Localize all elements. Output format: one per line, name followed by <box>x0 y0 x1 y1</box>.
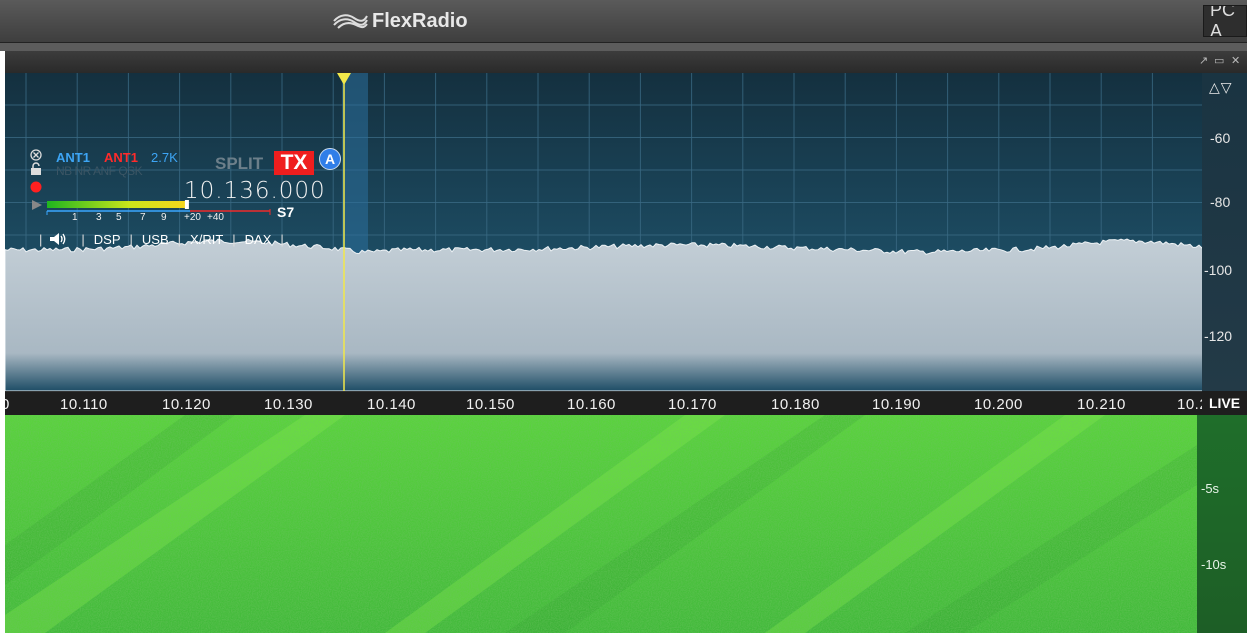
record-icon[interactable] <box>30 181 42 193</box>
brand-name: FlexRadio <box>372 9 468 32</box>
dbm-label: -120 <box>1204 328 1233 344</box>
frequency-label: 10.2 <box>1177 396 1202 413</box>
frequency-scale[interactable]: 0 10.110 10.120 10.130 10.140 10.150 10.160 10.… <box>5 391 1202 416</box>
frequency-label: 10.200 <box>974 396 1023 413</box>
scale-up-icon[interactable]: △ <box>1209 79 1221 95</box>
frequency-label: 0 <box>5 396 10 413</box>
frequency-label: 10.110 <box>60 396 108 413</box>
frequency-label: 10.210 <box>1077 396 1126 413</box>
slice-flag: ANT1 ANT1 2.7K NB NR ANF QSK SPLIT TX A … <box>29 146 345 256</box>
time-label: -10s <box>1201 557 1227 572</box>
speaker-icon[interactable] <box>49 232 69 246</box>
title-bar: FlexRadio PC A <box>0 0 1247 43</box>
tx-badge[interactable]: TX <box>274 151 314 175</box>
s-meter-tick-label: 7 <box>140 212 146 223</box>
close-icon[interactable]: ✕ <box>1231 55 1241 67</box>
dbm-label: -80 <box>1210 194 1231 210</box>
tab-dsp[interactable]: DSP <box>93 231 121 247</box>
pc-label: PC A <box>1210 5 1236 37</box>
scale-down-icon[interactable]: ▽ <box>1220 79 1233 95</box>
s-meter-tick-label: +40 <box>207 212 224 223</box>
slice-marker-flag[interactable] <box>337 73 351 85</box>
panadapter-display <box>5 73 1247 391</box>
tab-xrit[interactable]: X/RIT <box>190 231 224 247</box>
dbm-label: -60 <box>1210 130 1231 146</box>
pc-audio-button[interactable]: PC A <box>1203 5 1247 37</box>
rx-antenna[interactable]: ANT1 <box>56 150 90 165</box>
detach-icon[interactable]: ↗ <box>1199 55 1209 67</box>
spectrum-trace <box>5 238 1247 391</box>
tx-antenna[interactable]: ANT1 <box>104 150 138 165</box>
dbm-label: -100 <box>1204 262 1233 278</box>
s-meter-tick-label: 3 <box>96 212 102 223</box>
tab-dax[interactable]: DAX <box>244 231 272 247</box>
dbm-scale[interactable]: △▽ -60 -80 -100 -120 <box>1202 73 1247 391</box>
frequency-label: 10.170 <box>668 396 717 413</box>
split-label[interactable]: SPLIT <box>215 154 264 173</box>
slice-tab-row: | | DSP | USB | X/RIT | DAX | <box>39 231 284 247</box>
s-meter-bar <box>46 200 271 215</box>
close-slice-icon[interactable] <box>29 148 43 162</box>
panadapter[interactable]: ANT1 ANT1 2.7K NB NR ANF QSK SPLIT TX A … <box>5 73 1247 391</box>
s-meter-tick-label: 1 <box>72 212 78 223</box>
frequency-label: 10.160 <box>567 396 616 413</box>
frequency-label: 10.130 <box>264 396 313 413</box>
maximize-icon[interactable]: ▭ <box>1214 55 1225 67</box>
s-meter-tick-label: +20 <box>184 212 201 223</box>
separator <box>0 43 1247 51</box>
live-label: LIVE <box>1208 395 1241 411</box>
s-meter: 1 3 5 7 9 +20 +40 <box>44 200 272 226</box>
live-indicator[interactable]: LIVE <box>1202 391 1247 415</box>
frequency-label: 10.180 <box>771 396 820 413</box>
time-label: -5s <box>1201 481 1220 496</box>
s-meter-tick-label: 9 <box>161 212 167 223</box>
flexradio-logo: FlexRadio <box>332 6 468 36</box>
lock-icon[interactable] <box>30 162 42 176</box>
s-meter-reading: S7 <box>277 204 295 220</box>
play-icon[interactable] <box>31 199 43 211</box>
filter-width[interactable]: 2.7K <box>151 150 178 165</box>
frequency-label: 10.190 <box>872 396 921 413</box>
waterfall-display[interactable] <box>5 415 1197 633</box>
s-meter-tick-label: 5 <box>116 212 122 223</box>
dsp-flags: NB NR ANF QSK <box>56 164 143 178</box>
scale-adjust-arrows[interactable]: △▽ <box>1209 79 1233 96</box>
slice-frequency[interactable]: 10.136.000 <box>184 178 326 204</box>
frequency-label: 10.140 <box>367 396 416 413</box>
waterfall-time-scale: -5s -10s <box>1197 415 1247 633</box>
frequency-label: 10.150 <box>466 396 515 413</box>
panadapter-header: ↗ ▭ ✕ <box>5 51 1247 73</box>
flexradio-wave-icon <box>333 14 368 29</box>
slice-letter-badge[interactable]: A <box>319 148 341 170</box>
tab-usb[interactable]: USB <box>141 231 169 247</box>
frequency-label: 10.120 <box>162 396 211 413</box>
